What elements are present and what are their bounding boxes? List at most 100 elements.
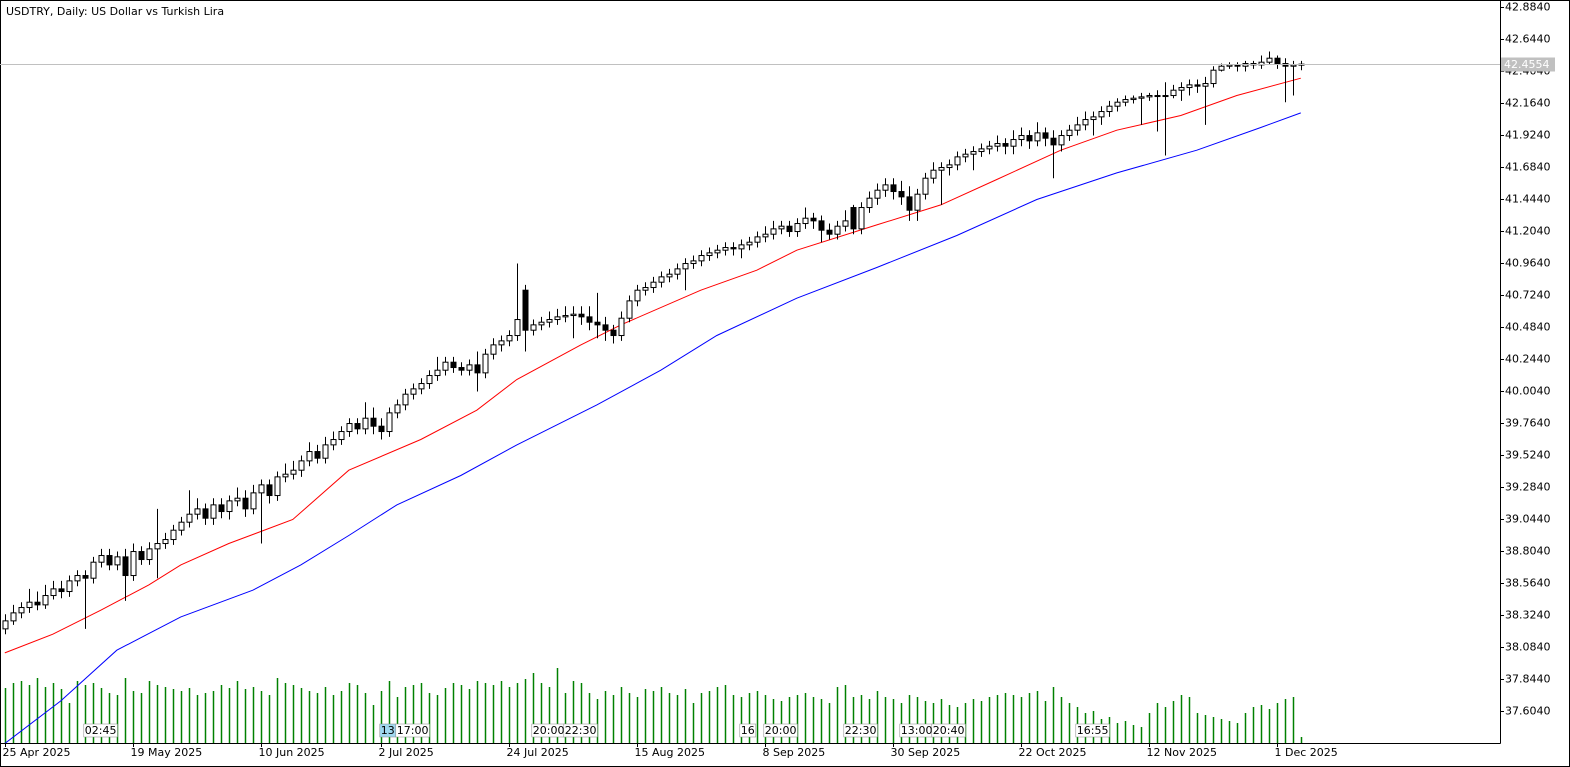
y-tick-label: 38.5640 xyxy=(1505,577,1551,590)
candle-body xyxy=(442,361,449,371)
candle-body xyxy=(450,361,457,369)
candle-body xyxy=(930,169,937,179)
candle-body xyxy=(562,315,569,318)
candle-body xyxy=(234,497,241,502)
candle-body xyxy=(1138,96,1145,99)
candle-body xyxy=(1034,132,1041,142)
candle-body xyxy=(1266,57,1273,63)
x-tick-label: 2 Jul 2025 xyxy=(379,746,434,759)
candle-body xyxy=(730,247,737,250)
y-tick-label: 42.1640 xyxy=(1505,97,1551,110)
annotation-box xyxy=(931,723,966,738)
candle-body xyxy=(1082,119,1089,126)
annotation: 22:30 xyxy=(845,724,877,737)
y-tick-label: 38.3240 xyxy=(1505,609,1551,622)
candle-body xyxy=(994,143,1001,147)
candle-body xyxy=(258,484,265,494)
candle-body xyxy=(322,444,329,459)
candle-body xyxy=(986,145,993,150)
candle-body xyxy=(1274,57,1281,65)
y-tick-label: 39.2840 xyxy=(1505,481,1551,494)
candle-body xyxy=(1130,97,1137,101)
candle-body xyxy=(1042,132,1049,139)
candle-body xyxy=(458,367,465,371)
candle-body xyxy=(1090,116,1097,121)
candle-body xyxy=(818,220,825,231)
candle-body xyxy=(378,425,385,433)
candle-body xyxy=(18,607,25,614)
candle-body xyxy=(858,207,865,230)
x-tick-label: 12 Nov 2025 xyxy=(1147,746,1217,759)
candle-body xyxy=(1106,105,1113,113)
y-tick-label: 41.4440 xyxy=(1505,193,1551,206)
candle-body xyxy=(642,287,649,291)
candle-body xyxy=(482,353,489,374)
candle-body xyxy=(1154,95,1161,98)
candle-body xyxy=(250,492,257,510)
candle-body xyxy=(266,484,273,497)
last-price-label: 42.4554 xyxy=(1504,58,1550,71)
candle-body xyxy=(74,575,81,582)
candle-body xyxy=(202,508,209,519)
y-tick-label: 42.6440 xyxy=(1505,33,1551,46)
candle-body xyxy=(954,156,961,166)
y-tick-label: 41.9240 xyxy=(1505,129,1551,142)
candle-body xyxy=(386,412,393,433)
candle-body xyxy=(578,313,585,318)
candle-body xyxy=(394,404,401,414)
candle-body xyxy=(34,601,41,606)
candle-body xyxy=(1218,65,1225,71)
last-price-box xyxy=(1501,57,1555,72)
candle-body xyxy=(330,439,337,446)
x-tick-label: 15 Aug 2025 xyxy=(635,746,705,759)
candle-body xyxy=(946,164,953,169)
candle-body xyxy=(66,580,73,593)
candle-body xyxy=(506,335,513,342)
candle-body xyxy=(1162,95,1169,98)
candle-body xyxy=(210,504,217,519)
y-tick-label: 40.0040 xyxy=(1505,385,1551,398)
candle-body xyxy=(146,548,153,561)
candle-body xyxy=(426,375,433,385)
candle-body xyxy=(362,417,369,430)
y-tick-label: 37.6040 xyxy=(1505,705,1551,718)
x-tick-label: 19 May 2025 xyxy=(131,746,203,759)
candle-body xyxy=(1202,83,1209,87)
candle-body xyxy=(842,220,849,227)
candle-body xyxy=(314,451,321,459)
candle-body xyxy=(554,316,561,321)
candle-body xyxy=(1210,69,1217,85)
candle-body xyxy=(474,364,481,374)
annotation: 17:00 xyxy=(397,724,429,737)
candle-body xyxy=(1290,64,1297,67)
candle-body xyxy=(242,497,249,510)
y-tick-label: 40.2440 xyxy=(1505,353,1551,366)
candle-body xyxy=(722,247,729,251)
candle-body xyxy=(826,229,833,235)
candle-body xyxy=(618,317,625,337)
annotation: 20:00 xyxy=(533,724,565,737)
candle-body xyxy=(802,217,809,225)
candle-body xyxy=(194,508,201,515)
candle-body xyxy=(522,289,529,331)
candle-body xyxy=(538,321,545,326)
candle-body xyxy=(1098,111,1105,118)
candle-body xyxy=(914,193,921,211)
candle-body xyxy=(370,417,377,427)
candle-body xyxy=(906,196,913,211)
candle-body xyxy=(530,324,537,331)
candle-body xyxy=(1146,95,1153,98)
candle-body xyxy=(834,225,841,235)
candle-body xyxy=(114,556,121,566)
y-tick-label: 37.8440 xyxy=(1505,673,1551,686)
y-tick-label: 38.0840 xyxy=(1505,641,1551,654)
candle-body xyxy=(50,588,57,597)
moving-average-line xyxy=(4,77,1301,654)
annotation: 13:00 xyxy=(901,724,933,737)
candle-body xyxy=(338,431,345,441)
candle-body xyxy=(514,319,521,337)
candle-body xyxy=(138,551,145,561)
x-tick-label: 10 Jun 2025 xyxy=(259,746,325,759)
candle-body xyxy=(130,551,137,577)
